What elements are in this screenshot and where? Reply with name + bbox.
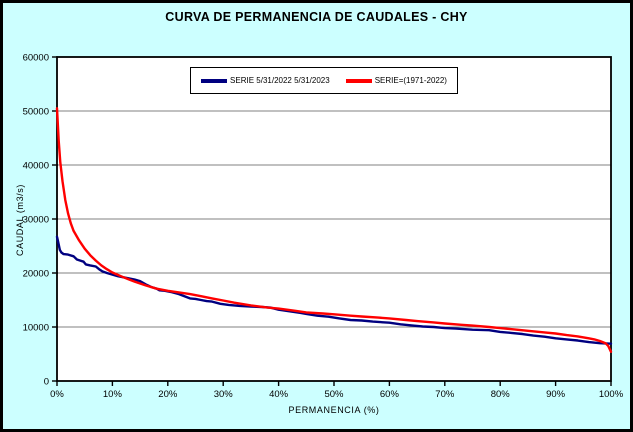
chart-plot-svg: 0 10000 20000 30000 40000 50000 60000 0% 10% 20% 3… — [23, 53, 624, 401]
legend-item-serie-1971-2022: SERIE=(1971-2022) — [345, 76, 447, 85]
x-tick-label: 100% — [599, 389, 624, 400]
chart-title: CURVA DE PERMANENCIA DE CAUDALES - CHY — [165, 10, 468, 24]
legend-swatch-red-line — [345, 78, 372, 83]
x-axis-title: PERMANENCIA (%) — [288, 405, 380, 415]
y-tick-label: 50000 — [23, 107, 49, 118]
x-tick-label: 40% — [269, 389, 289, 400]
legend-item-serie-2022-2023: SERIE 5/31/2022 5/31/2023 — [201, 76, 330, 85]
x-tick-label: 50% — [324, 389, 344, 400]
series-line-1971-2022 — [55, 107, 613, 353]
legend-label-serie-2022-2023: SERIE 5/31/2022 5/31/2023 — [230, 76, 330, 85]
y-tick-label: 30000 — [23, 215, 49, 226]
x-tick-label: 10% — [103, 389, 123, 400]
x-tick-label: 20% — [158, 389, 178, 400]
x-tick-label: 60% — [380, 389, 400, 400]
y-tick-label: 0 — [44, 377, 49, 388]
legend-swatch-blue-line — [201, 78, 228, 83]
legend: SERIE 5/31/2022 5/31/2023 SERIE=(1971-20… — [190, 67, 458, 94]
x-tick-label: 80% — [491, 389, 511, 400]
series-line-2022-2023 — [55, 235, 613, 345]
plot-border — [56, 56, 612, 382]
y-tick-label: 10000 — [23, 323, 49, 334]
y-tick-label: 40000 — [23, 161, 49, 172]
y-tick-label: 20000 — [23, 269, 49, 280]
y-axis-title: CAUDAL (m3/s) — [15, 184, 25, 256]
x-tick-label: 70% — [435, 389, 455, 400]
x-tick-label: 30% — [214, 389, 234, 400]
y-tick-label: 60000 — [23, 53, 49, 64]
legend-label-serie-1971-2022: SERIE=(1971-2022) — [374, 76, 447, 85]
x-tick-label: 0% — [50, 389, 64, 400]
x-tick-label: 90% — [546, 389, 566, 400]
